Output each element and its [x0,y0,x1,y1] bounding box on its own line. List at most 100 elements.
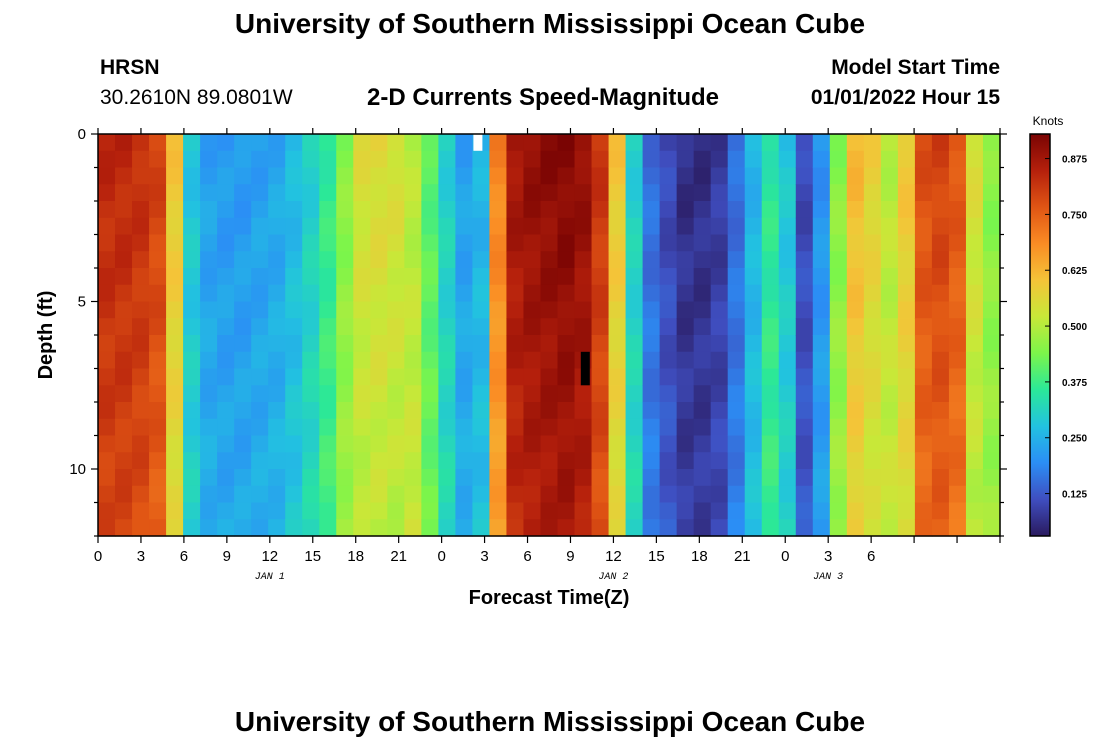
heatmap-cell [183,335,201,353]
heatmap-cell [557,284,576,303]
heatmap-cell [574,268,593,286]
heatmap-cell [897,485,916,504]
heatmap-cell [149,452,167,470]
heatmap-cell [336,150,354,169]
heatmap-cell [251,268,269,286]
heatmap-cell [268,368,286,386]
heatmap-cell [965,301,984,319]
heatmap-cell [982,335,1001,353]
heatmap-cell [659,234,678,252]
heatmap-cell [948,134,967,152]
heatmap-cell [710,134,729,152]
heatmap-cell [489,251,508,269]
heatmap-cell [472,469,491,487]
heatmap-cell [914,418,933,437]
heatmap-cell [472,452,491,470]
heatmap-cell [166,284,184,303]
heatmap-cell [710,167,729,185]
heatmap-cell [574,201,593,219]
heatmap-cell [200,519,218,537]
heatmap-cell [591,519,610,537]
heatmap-cell [251,167,269,185]
heatmap-cell [472,519,491,537]
heatmap-cell [353,284,371,303]
heatmap-cell [540,318,559,336]
heatmap-cell [591,385,610,403]
heatmap-cell [115,150,133,169]
heatmap-cell [693,150,712,169]
heatmap-cell [659,519,678,537]
heatmap-cell [931,251,950,269]
heatmap-cell [982,301,1001,319]
heatmap-cell [268,485,286,504]
heatmap-cell [166,502,184,520]
heatmap-cell [863,318,882,336]
heatmap-cell [557,351,576,370]
heatmap-cell [268,519,286,537]
heatmap-cell [778,502,797,520]
heatmap-cell [676,318,695,336]
heatmap-cell [659,469,678,487]
heatmap-cell [523,519,542,537]
heatmap-cell [472,385,491,403]
heatmap-cell [166,301,184,319]
heatmap-cell [336,485,354,504]
heatmap-cell [285,335,303,353]
heatmap-cell [591,351,610,370]
heatmap-cell [778,301,797,319]
heatmap-cell [863,301,882,319]
heatmap-cell [132,402,150,420]
heatmap-cell [982,251,1001,269]
heatmap-cell [540,217,559,236]
heatmap-cell [829,502,848,520]
heatmap-cell [404,234,422,252]
x-tick-label: 15 [304,548,321,565]
heatmap-cell [234,418,252,437]
heatmap-cell [659,167,678,185]
x-tick-label: 3 [480,548,488,565]
heatmap-cell [115,251,133,269]
heatmap-cell [829,201,848,219]
heatmap-cell [982,184,1001,202]
heatmap-cell [251,469,269,487]
heatmap-cell [336,184,354,202]
heatmap-cell [693,435,712,453]
heatmap-cell [931,402,950,420]
heatmap-cell [438,485,456,504]
heatmap-cell [438,385,456,403]
heatmap-cell [795,351,814,370]
heatmap-cell [608,368,627,386]
heatmap-cell [642,519,661,537]
heatmap-cell [591,402,610,420]
heatmap-cell [132,134,150,152]
heatmap-cell [370,351,388,370]
heatmap-cell [370,234,388,252]
heatmap-cell [149,234,167,252]
heatmap-cell [268,150,286,169]
heatmap-cell [761,385,780,403]
heatmap-cell [370,485,388,504]
heatmap-cell [795,335,814,353]
heatmap-cell [744,385,763,403]
heatmap-cell [829,335,848,353]
heatmap-cell [812,368,831,386]
heatmap-cell [812,485,831,504]
heatmap-cell [914,184,933,202]
heatmap-cell [897,385,916,403]
heatmap-cell [625,251,644,269]
heatmap-cell [455,402,474,420]
heatmap-cell [761,134,780,152]
heatmap-cell [404,402,422,420]
heatmap-cell [880,485,899,504]
heatmap-cell [710,234,729,252]
heatmap-cell [404,150,422,169]
heatmap-cell [217,452,235,470]
heatmap-cell [302,251,320,269]
heatmap-cell [472,217,491,236]
heatmap-cell [404,385,422,403]
heatmap-cell [251,351,269,370]
heatmap-cell [523,485,542,504]
heatmap-cell [608,452,627,470]
heatmap-cell [676,284,695,303]
heatmap-cell [489,368,508,386]
